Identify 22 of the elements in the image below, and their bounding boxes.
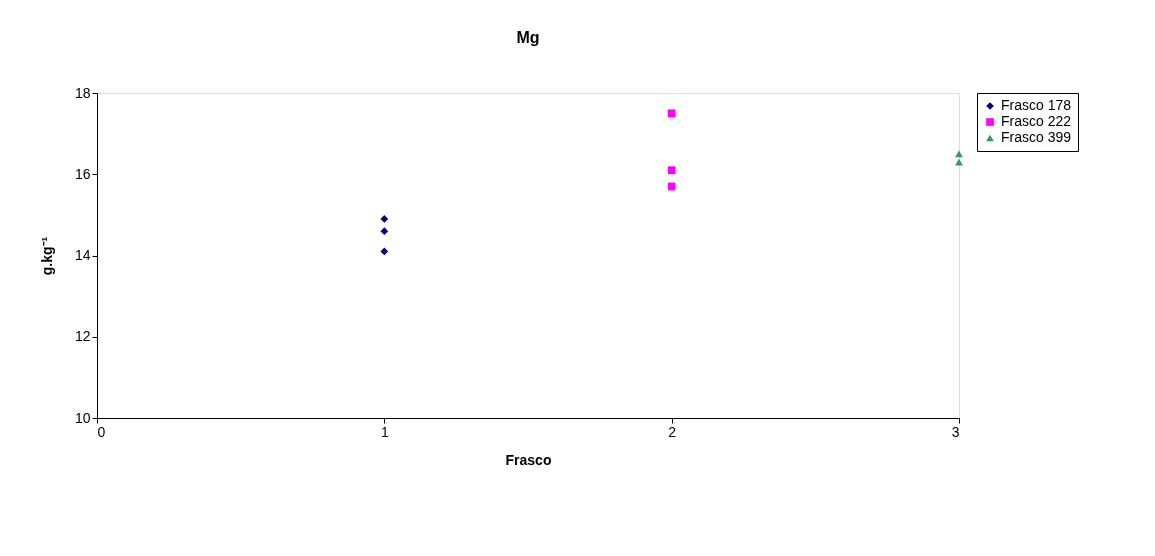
y-tick-label: 16 <box>74 165 91 182</box>
y-tick-label: 14 <box>74 247 91 263</box>
point <box>667 166 676 175</box>
x-tick-label: 2 <box>668 423 677 440</box>
y-axis-title: g.kg⁻¹ <box>38 236 55 276</box>
point <box>667 109 676 118</box>
point <box>380 215 389 223</box>
x-tick-label: 1 <box>380 423 389 440</box>
legend-label: Frasco 222 <box>1001 113 1072 129</box>
point <box>667 182 676 191</box>
point <box>380 247 389 256</box>
chart-title: Mg <box>516 29 540 46</box>
x-axis-title: Frasco <box>505 451 552 468</box>
legend-label: Frasco 399 <box>1001 129 1072 145</box>
y-tick-label: 18 <box>74 84 91 101</box>
y-tick-label: 10 <box>74 409 91 426</box>
point <box>955 150 963 158</box>
point <box>380 227 389 235</box>
x-tick-label: 0 <box>97 423 106 440</box>
x-tick-label: 3 <box>951 423 960 440</box>
legend-label: Frasco 178 <box>1001 97 1072 113</box>
y-tick-label: 12 <box>74 328 91 345</box>
